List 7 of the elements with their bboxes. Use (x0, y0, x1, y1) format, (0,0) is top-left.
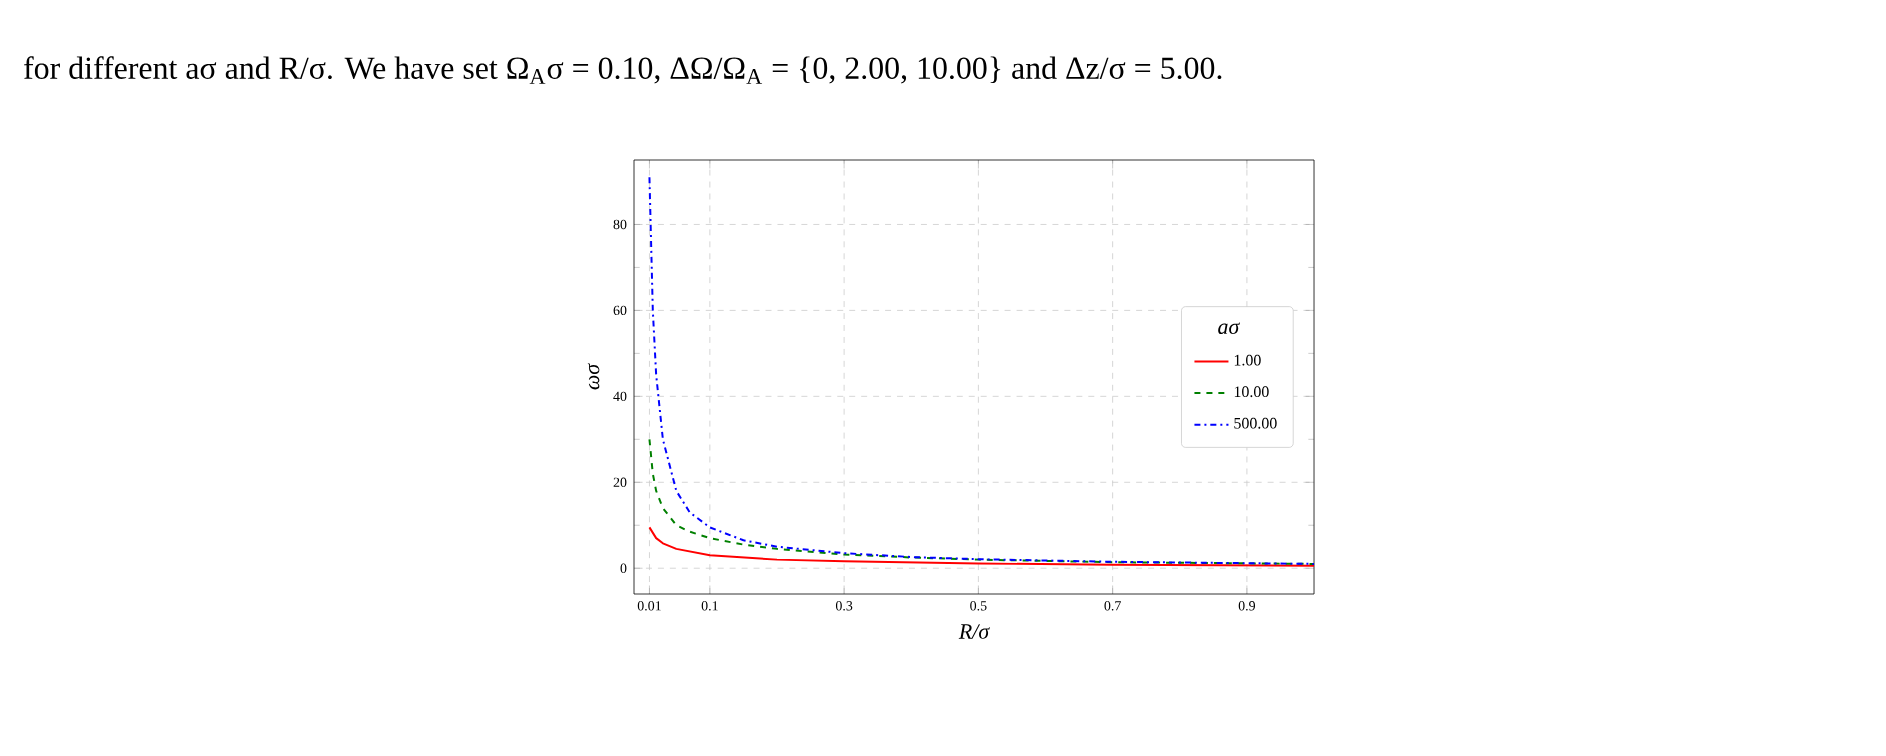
text: for different aσ and R/σ. We have set Ω$_{A}$σ = 0.10, ΔΩ/Ω$_{A}$ = {0, 2.00, 10.00} and Δz/σ = 5.00. (24, 56, 1222, 84)
line-series (648, 176, 1315, 565)
line-series (648, 438, 1315, 565)
line-series (648, 526, 1315, 567)
y-axis-title: ωσ (587, 363, 600, 390)
x-axis-title: R/σ (958, 624, 990, 639)
legend-title: aσ (1218, 322, 1240, 335)
